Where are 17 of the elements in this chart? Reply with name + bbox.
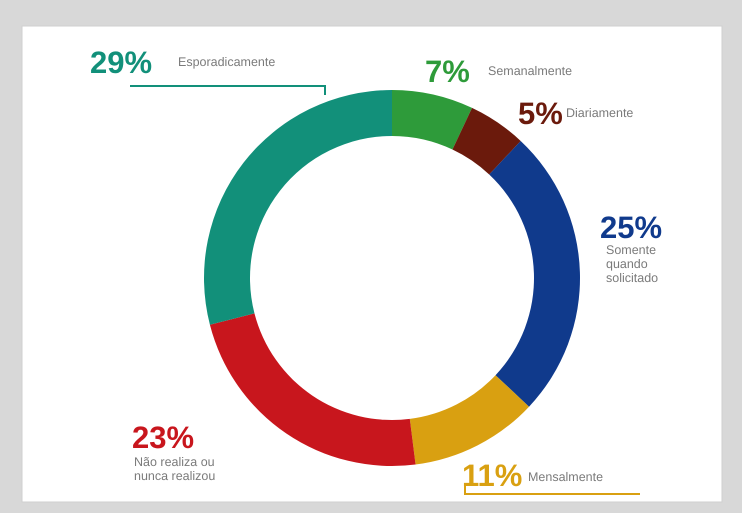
data-label: 11%	[462, 458, 522, 493]
data-label: 29%	[90, 45, 152, 80]
slice-label: Semanalmente	[488, 64, 572, 78]
slice-label: Não realiza ou nunca realizou	[134, 455, 216, 483]
donut-slice	[489, 140, 580, 407]
data-label: 5%	[518, 96, 563, 131]
slice-label: Esporadicamente	[178, 55, 276, 69]
donut-slice	[452, 108, 521, 174]
data-label: 23%	[132, 420, 194, 455]
donut-slice	[392, 90, 472, 150]
donut-slice	[204, 90, 392, 325]
slice-label: Diariamente	[566, 106, 634, 120]
slice-label: Somente quando solicitado	[606, 243, 658, 285]
data-label: 7%	[425, 54, 470, 89]
donut-slice	[410, 375, 530, 465]
data-label: 25%	[600, 210, 662, 245]
slice-label: Mensalmente	[528, 470, 604, 484]
